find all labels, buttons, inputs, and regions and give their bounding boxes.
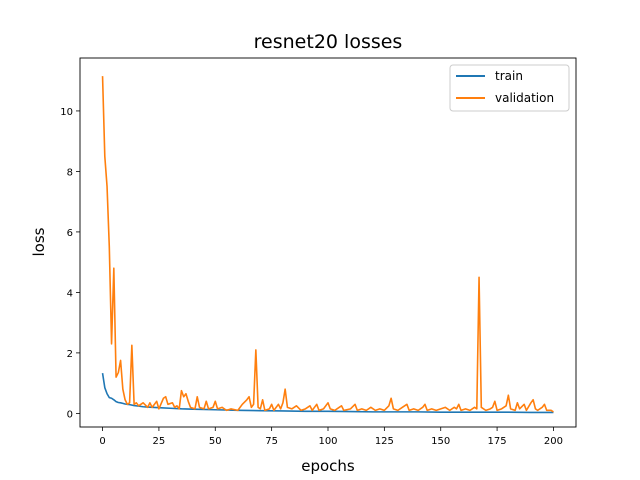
x-tick-label: 75: [265, 436, 278, 447]
x-tick-label: 0: [99, 436, 105, 447]
y-tick-label: 8: [67, 167, 73, 178]
y-tick-label: 4: [67, 288, 73, 299]
legend-validation-label: validation: [495, 91, 554, 105]
x-tick-label: 100: [318, 436, 337, 447]
series-line-validation: [101, 76, 554, 413]
x-axis-ticks: 0 25 50 75 100 125 150 175 200: [99, 427, 563, 447]
y-tick-label: 6: [67, 228, 73, 239]
x-tick-label: 150: [431, 436, 450, 447]
y-tick-label: 10: [60, 107, 73, 118]
y-tick-label: 2: [67, 349, 73, 360]
series-line-train: [101, 373, 554, 414]
y-axis-label: loss: [30, 227, 48, 256]
x-tick-label: 50: [209, 436, 222, 447]
series-lines: [101, 76, 554, 414]
x-tick-label: 25: [153, 436, 166, 447]
y-axis-ticks: 0 2 4 6 8 10: [60, 107, 80, 420]
x-axis-label: epochs: [301, 457, 355, 475]
legend: train validation: [449, 64, 570, 112]
x-tick-label: 200: [544, 436, 563, 447]
x-tick-label: 125: [375, 436, 394, 447]
y-tick-label: 0: [67, 409, 73, 420]
chart-title: resnet20 losses: [254, 31, 403, 53]
legend-train-label: train: [495, 69, 523, 83]
x-tick-label: 175: [488, 436, 507, 447]
